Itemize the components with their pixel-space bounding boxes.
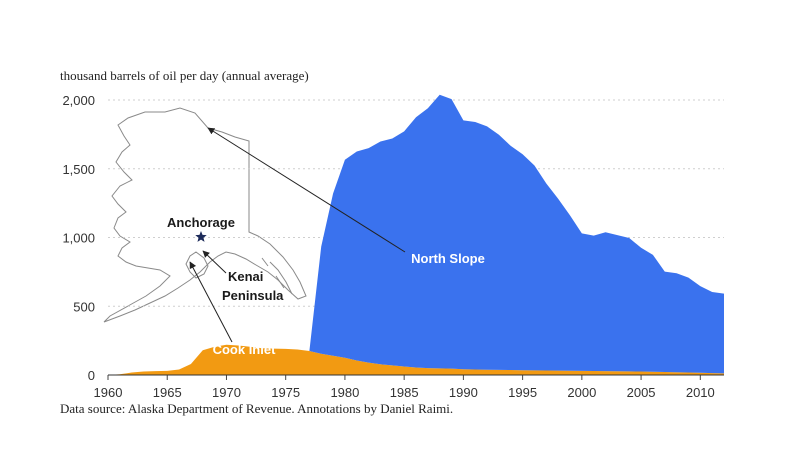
x-tick-label: 1970 bbox=[212, 385, 241, 400]
x-tick-label: 2005 bbox=[627, 385, 656, 400]
y-tick-label: 0 bbox=[88, 368, 95, 383]
y-tick-label: 2,000 bbox=[62, 93, 95, 108]
anchorage-star-icon bbox=[195, 231, 207, 242]
x-tick-label: 1990 bbox=[449, 385, 478, 400]
kenai-peninsula-outline bbox=[185, 251, 209, 279]
x-tick-label: 1980 bbox=[330, 385, 359, 400]
x-tick-label: 2010 bbox=[686, 385, 715, 400]
area-cook-inlet bbox=[108, 344, 724, 375]
source-note: Data source: Alaska Department of Revenu… bbox=[60, 401, 453, 416]
x-tick-label: 1995 bbox=[508, 385, 537, 400]
kenai-label: Kenai bbox=[228, 269, 263, 284]
kenai-arrow bbox=[202, 250, 227, 274]
axes: 0 500 1,000 1,500 2,000 1960 1965 1970 1975 1980 1… bbox=[62, 93, 724, 400]
north-slope-label: North Slope bbox=[411, 251, 485, 266]
alaska-map bbox=[103, 107, 307, 323]
x-tick-label: 1965 bbox=[153, 385, 182, 400]
y-tick-label: 1,000 bbox=[62, 231, 95, 246]
panhandle-islands bbox=[261, 257, 293, 295]
peninsula-label: Peninsula bbox=[222, 288, 284, 303]
x-tick-label: 1985 bbox=[390, 385, 419, 400]
x-tick-label: 1975 bbox=[271, 385, 300, 400]
cook-inlet-arrow bbox=[189, 261, 233, 343]
area-north-slope bbox=[108, 94, 724, 375]
x-tick-label: 1960 bbox=[94, 385, 123, 400]
y-tick-label: 500 bbox=[73, 299, 95, 314]
north-slope-arrow bbox=[207, 127, 406, 253]
y-tick-label: 1,500 bbox=[62, 162, 95, 177]
alaska-outline bbox=[103, 107, 307, 323]
anchorage-label: Anchorage bbox=[167, 215, 235, 230]
data-series bbox=[108, 94, 724, 375]
unit-label: thousand barrels of oil per day (annual … bbox=[60, 68, 309, 83]
x-tick-label: 2000 bbox=[567, 385, 596, 400]
annotations: North Slope Cook Inlet Anchorage Kenai Penin… bbox=[108, 127, 724, 376]
cook-inlet-label: Cook Inlet bbox=[213, 342, 277, 357]
